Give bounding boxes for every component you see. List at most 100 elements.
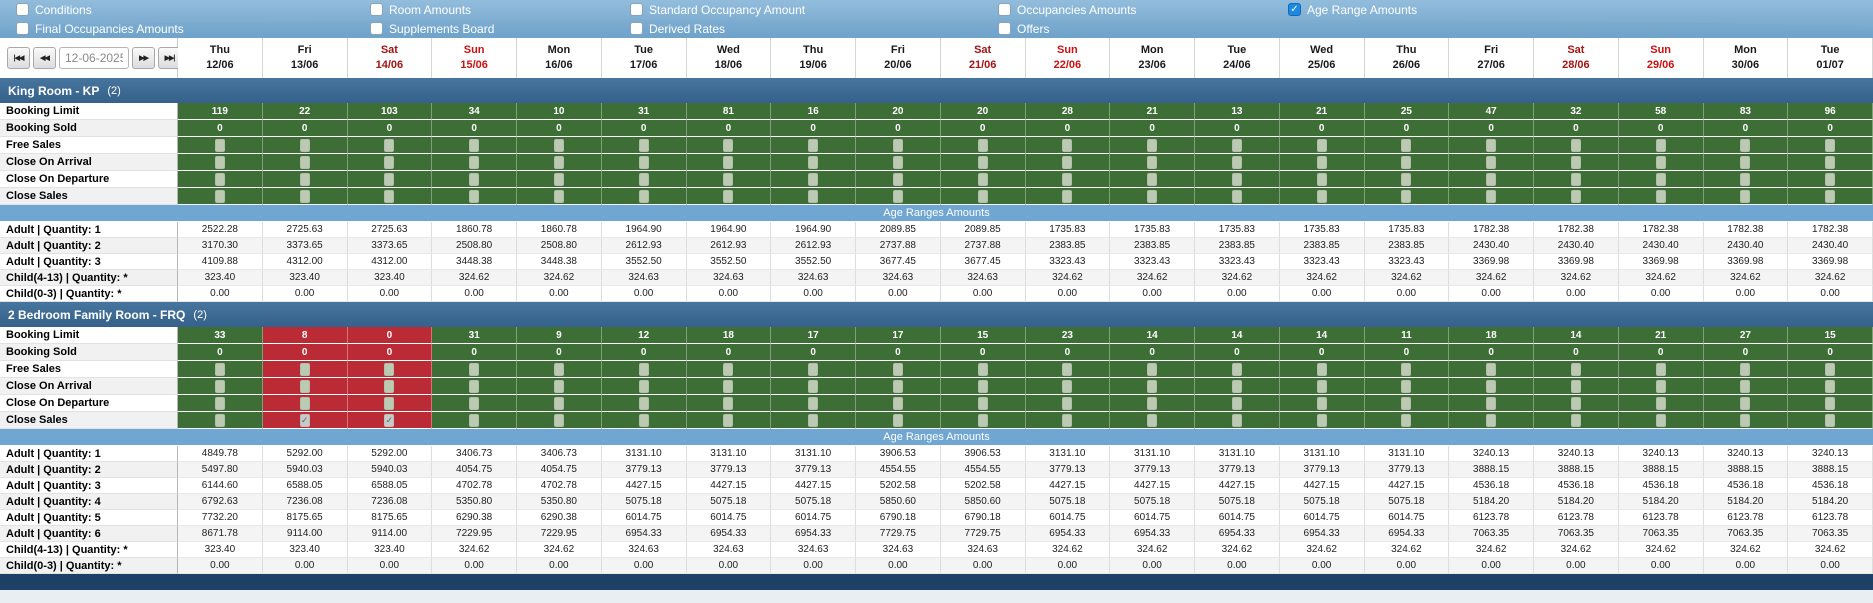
cell-booking-limit[interactable]: 14: [1279, 327, 1365, 344]
cell-amount[interactable]: 2725.63: [347, 222, 433, 238]
cell-amount[interactable]: 324.62: [1195, 542, 1280, 558]
cell-amount[interactable]: 7236.08: [347, 494, 433, 510]
cell-booking-limit[interactable]: 25: [1364, 103, 1450, 120]
cell-amount[interactable]: 5184.20: [1534, 494, 1619, 510]
cell-amount[interactable]: 324.62: [1449, 270, 1534, 286]
close-sales-checkbox[interactable]: [1655, 189, 1666, 203]
cell-amount[interactable]: 3373.65: [262, 238, 348, 254]
cell-amount[interactable]: 3888.15: [1618, 462, 1704, 478]
cell-amount[interactable]: 6790.18: [940, 510, 1026, 526]
cell-booking-sold[interactable]: 0: [1703, 120, 1789, 137]
close-sales-checkbox[interactable]: [214, 413, 225, 427]
free-sales-checkbox[interactable]: [1740, 138, 1751, 152]
close-on-arrival-checkbox[interactable]: [723, 379, 734, 393]
cell-amount[interactable]: 3323.43: [1364, 254, 1450, 270]
close-sales-checkbox[interactable]: [1486, 413, 1497, 427]
cell-booking-limit[interactable]: 27: [1703, 327, 1789, 344]
cell-amount[interactable]: 3323.43: [1025, 254, 1111, 270]
cell-amount[interactable]: 3779.13: [1195, 462, 1280, 478]
close-on-departure-checkbox[interactable]: [1825, 172, 1836, 186]
cell-amount[interactable]: 0.00: [1364, 558, 1450, 574]
close-on-departure-checkbox[interactable]: [384, 396, 395, 410]
cell-amount[interactable]: 6954.33: [771, 526, 856, 542]
cell-booking-sold[interactable]: 0: [1025, 120, 1111, 137]
cell-booking-sold[interactable]: 0: [856, 120, 941, 137]
close-sales-checkbox[interactable]: [1401, 413, 1412, 427]
close-sales-checkbox[interactable]: [553, 413, 564, 427]
cell-booking-sold[interactable]: 0: [1534, 344, 1619, 361]
close-on-departure-checkbox[interactable]: [1486, 396, 1497, 410]
free-sales-checkbox[interactable]: [1740, 362, 1751, 376]
cell-amount[interactable]: 3369.98: [1788, 254, 1873, 270]
cell-amount[interactable]: 324.62: [1534, 542, 1619, 558]
cell-booking-limit[interactable]: 119: [178, 103, 263, 120]
cell-amount[interactable]: 6144.60: [178, 478, 263, 494]
cell-amount[interactable]: 0.00: [432, 558, 517, 574]
close-on-arrival-checkbox[interactable]: [1486, 379, 1497, 393]
close-sales-checkbox[interactable]: [808, 413, 819, 427]
cell-amount[interactable]: 5075.18: [1195, 494, 1280, 510]
free-sales-checkbox[interactable]: [1570, 362, 1581, 376]
cell-amount[interactable]: 5202.58: [856, 478, 941, 494]
cell-amount[interactable]: 0.00: [1279, 558, 1365, 574]
cell-amount[interactable]: 3240.13: [1703, 446, 1789, 462]
close-on-arrival-checkbox[interactable]: [1401, 379, 1412, 393]
cell-amount[interactable]: 323.40: [347, 542, 433, 558]
cell-amount[interactable]: 0.00: [1618, 558, 1704, 574]
cell-amount[interactable]: 0.00: [262, 558, 348, 574]
cell-booking-sold[interactable]: 0: [686, 120, 772, 137]
close-on-departure-checkbox[interactable]: [384, 172, 395, 186]
close-on-departure-checkbox[interactable]: [638, 172, 649, 186]
cell-booking-sold[interactable]: 0: [1279, 120, 1365, 137]
cell-amount[interactable]: 6123.78: [1788, 510, 1873, 526]
filter-standard-occupancy-amount[interactable]: Standard Occupancy Amount: [630, 3, 998, 17]
cell-amount[interactable]: 324.63: [601, 542, 687, 558]
cell-amount[interactable]: 0.00: [432, 286, 517, 302]
cell-booking-sold[interactable]: 0: [601, 120, 687, 137]
cell-amount[interactable]: 2383.85: [1364, 238, 1450, 254]
cell-amount[interactable]: 3373.65: [347, 238, 433, 254]
cell-amount[interactable]: 4427.15: [1025, 478, 1111, 494]
close-on-arrival-checkbox[interactable]: [1655, 155, 1666, 169]
cell-amount[interactable]: 4427.15: [1364, 478, 1450, 494]
cell-amount[interactable]: 3552.50: [686, 254, 772, 270]
cell-amount[interactable]: 324.62: [1025, 542, 1111, 558]
cell-amount[interactable]: 4427.15: [1195, 478, 1280, 494]
close-on-arrival-checkbox[interactable]: [977, 379, 988, 393]
free-sales-checkbox[interactable]: [1147, 362, 1158, 376]
cell-amount[interactable]: 1782.38: [1618, 222, 1704, 238]
cell-amount[interactable]: 324.63: [771, 542, 856, 558]
cell-amount[interactable]: 3369.98: [1618, 254, 1704, 270]
close-sales-checkbox[interactable]: [1570, 413, 1581, 427]
checkbox-icon[interactable]: [370, 22, 383, 35]
cell-amount[interactable]: 3131.10: [1279, 446, 1365, 462]
cell-amount[interactable]: 6290.38: [517, 510, 602, 526]
cell-amount[interactable]: 0.00: [1279, 286, 1365, 302]
close-on-departure-checkbox[interactable]: [1740, 396, 1751, 410]
filter-age-range-amounts[interactable]: ✓ Age Range Amounts: [1288, 3, 1873, 17]
bottom-scroll-bar[interactable]: [0, 574, 1873, 590]
cell-amount[interactable]: 5292.00: [262, 446, 348, 462]
cell-amount[interactable]: 2508.80: [432, 238, 517, 254]
cell-amount[interactable]: 3779.13: [1279, 462, 1365, 478]
cell-amount[interactable]: 324.63: [856, 542, 941, 558]
cell-amount[interactable]: 5184.20: [1618, 494, 1704, 510]
cell-amount[interactable]: 5184.20: [1703, 494, 1789, 510]
close-on-arrival-checkbox[interactable]: [1231, 379, 1242, 393]
cell-booking-limit[interactable]: 21: [1618, 327, 1704, 344]
cell-booking-limit[interactable]: 31: [432, 327, 517, 344]
close-on-arrival-checkbox[interactable]: [1231, 155, 1242, 169]
cell-booking-sold[interactable]: 0: [262, 344, 348, 361]
close-sales-checkbox[interactable]: [384, 189, 395, 203]
cell-amount[interactable]: 6588.05: [262, 478, 348, 494]
cell-amount[interactable]: 324.62: [1788, 270, 1873, 286]
free-sales-checkbox[interactable]: [1231, 138, 1242, 152]
cell-amount[interactable]: 0.00: [1025, 558, 1111, 574]
close-on-arrival-checkbox[interactable]: [553, 155, 564, 169]
close-on-arrival-checkbox[interactable]: [808, 379, 819, 393]
cell-amount[interactable]: 324.62: [1025, 270, 1111, 286]
close-on-departure-checkbox[interactable]: [638, 396, 649, 410]
close-on-arrival-checkbox[interactable]: [214, 379, 225, 393]
cell-amount[interactable]: 6954.33: [1364, 526, 1450, 542]
cell-amount[interactable]: 6123.78: [1703, 510, 1789, 526]
